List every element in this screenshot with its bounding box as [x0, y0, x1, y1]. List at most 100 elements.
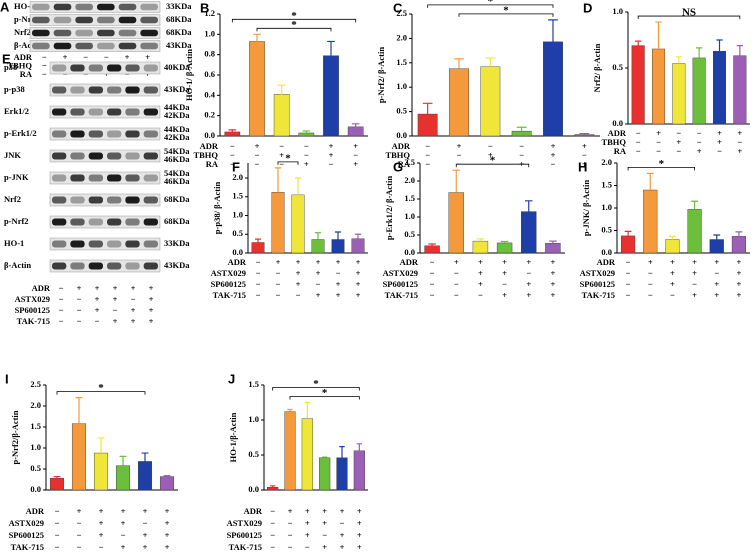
- y-tick-label: 0.6: [204, 69, 215, 79]
- blot-kda: 68KDa: [166, 27, 192, 37]
- significance-bracket: [231, 18, 357, 23]
- error-bar: [735, 231, 743, 237]
- panel-letter: J: [228, 371, 235, 386]
- treatment-sign: +: [717, 137, 722, 147]
- treatment-sign: +: [676, 137, 681, 147]
- blot-kda: 42KDa: [164, 110, 190, 120]
- error-bar: [548, 19, 558, 42]
- treatment-sign: +: [502, 257, 507, 267]
- y-tick-label: 0.5: [404, 229, 415, 239]
- treatment-sign: −: [304, 141, 309, 151]
- treatment-sign: +: [356, 257, 361, 267]
- error-bar: [163, 475, 171, 477]
- treatment-sign: +: [121, 542, 126, 552]
- treatment-sign: +: [717, 128, 722, 138]
- treatment-sign: −: [77, 294, 82, 304]
- y-tick-label: 2.5: [404, 157, 415, 167]
- treatment-sign: +: [99, 518, 104, 528]
- blot-band: [143, 152, 158, 160]
- error-bar: [274, 167, 282, 193]
- error-bar: [287, 408, 293, 412]
- blot-strip: [49, 61, 161, 75]
- treatment-sign: −: [425, 141, 430, 151]
- y-axis-label: p-Erk1/2/ β-Actin: [384, 176, 394, 240]
- y-tick-label: 1.0: [396, 81, 407, 91]
- blot-kda: 33KDa: [166, 1, 192, 11]
- blot-band: [70, 218, 85, 226]
- bar: [448, 192, 464, 254]
- error-bar: [304, 401, 311, 419]
- error-bar: [294, 177, 302, 195]
- treatment-sign: +: [670, 268, 675, 278]
- blot-strip: [49, 171, 161, 185]
- bar: [331, 239, 345, 254]
- error-bar: [253, 33, 261, 42]
- panel-letter: H: [578, 159, 587, 174]
- treatment-sign: +: [737, 128, 742, 138]
- panel-letter: F: [232, 159, 240, 174]
- blot-band: [125, 152, 140, 160]
- blot-band: [88, 130, 103, 138]
- treatment-name: TBHQ: [7, 60, 32, 70]
- bar: [267, 487, 279, 491]
- blot-band: [53, 42, 72, 50]
- blot-label: HO-1: [14, 1, 34, 11]
- blot-band: [88, 86, 103, 94]
- treatment-sign: −: [305, 542, 310, 552]
- blot-strip: [29, 14, 161, 26]
- treatment-sign: +: [340, 506, 345, 516]
- blot-band: [107, 108, 122, 116]
- bar: [417, 113, 438, 137]
- y-tick-label: 0.5: [601, 224, 612, 234]
- blot-band: [140, 29, 158, 37]
- error-bar: [334, 231, 342, 240]
- bar: [665, 239, 680, 254]
- y-tick-label: 1.5: [232, 191, 243, 201]
- treatment-sign: −: [304, 150, 309, 160]
- treatment-sign: −: [59, 283, 64, 293]
- y-tick-label: 1.0: [30, 442, 41, 452]
- treatment-sign: +: [305, 518, 310, 528]
- y-tick-label: 2.0: [232, 172, 243, 182]
- bar: [631, 45, 645, 125]
- error-bar: [269, 485, 276, 488]
- treatment-sign: −: [519, 141, 524, 151]
- error-bar: [228, 129, 237, 132]
- treatment-sign: +: [670, 279, 675, 289]
- error-bar: [500, 240, 509, 243]
- blot-band: [97, 16, 115, 24]
- blot-band: [143, 174, 158, 182]
- treatment-sign: +: [95, 283, 100, 293]
- treatment-name: SP600125: [211, 279, 246, 289]
- treatment-sign: −: [526, 268, 531, 278]
- treatment-sign: +: [121, 518, 126, 528]
- blot-band: [107, 64, 122, 72]
- y-axis-label: HO-1/β-Actin: [228, 412, 238, 462]
- blot-band: [107, 240, 122, 248]
- treatment-sign: −: [55, 530, 60, 540]
- treatment-sign: −: [42, 60, 47, 70]
- blot-kda: 43KDa: [166, 40, 192, 50]
- treatment-sign: −: [55, 542, 60, 552]
- significance-bracket: [627, 166, 695, 171]
- blot-band: [52, 262, 67, 270]
- y-tick-label: 0.0: [204, 130, 215, 140]
- treatment-name: RA: [614, 146, 627, 156]
- bar: [336, 457, 348, 491]
- blot-band: [52, 218, 67, 226]
- bar: [137, 461, 153, 491]
- error-bar: [454, 58, 464, 69]
- error-bar: [327, 40, 335, 56]
- error-bar: [696, 47, 703, 58]
- bar: [319, 457, 331, 491]
- treatment-sign: +: [478, 268, 483, 278]
- treatment-sign: −: [279, 141, 284, 151]
- blot-band: [52, 152, 67, 160]
- blot-kda: 33KDa: [164, 238, 190, 248]
- blot-band: [52, 130, 67, 138]
- bar: [449, 68, 469, 137]
- blot-band: [107, 130, 122, 138]
- treatment-sign: −: [551, 159, 556, 169]
- treatment-sign: +: [336, 279, 341, 289]
